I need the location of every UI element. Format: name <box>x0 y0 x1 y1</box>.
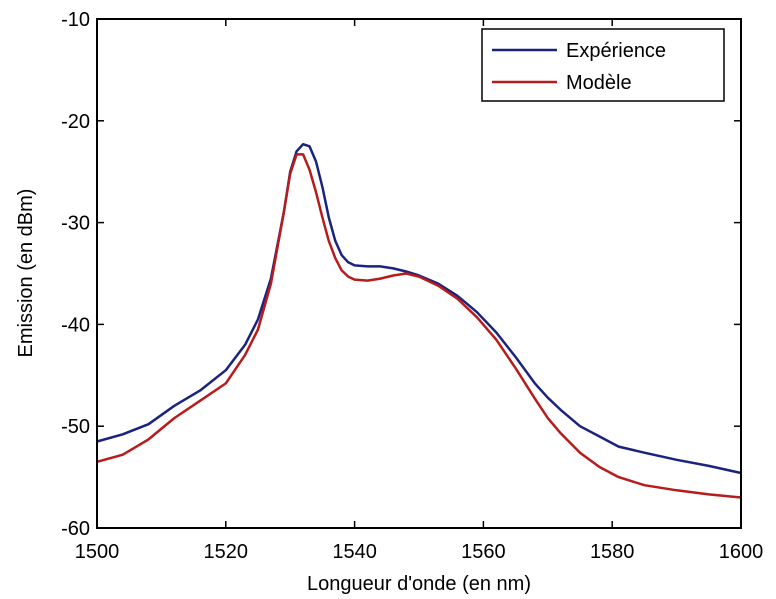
legend: Expérience Modèle <box>481 28 725 102</box>
x-tick-label: 1540 <box>332 541 377 563</box>
y-tick-label: -40 <box>61 314 90 336</box>
legend-label-modele: Modèle <box>566 72 632 94</box>
x-axis-label: Longueur d'onde (en nm) <box>307 573 531 595</box>
legend-box <box>481 28 725 102</box>
x-tick-label: 1600 <box>719 541 764 563</box>
series-line-0 <box>96 142 742 475</box>
y-tick-label: -10 <box>61 9 90 31</box>
y-tick-label: -30 <box>61 213 90 235</box>
y-tick-label: -50 <box>61 416 90 438</box>
legend-label-experience: Expérience <box>566 40 666 62</box>
x-tick-label: 1580 <box>590 541 635 563</box>
series-curves <box>96 142 742 499</box>
y-tick-label: -20 <box>61 111 90 133</box>
plot-background <box>97 19 741 528</box>
series-line-1 <box>96 153 742 499</box>
axis-tick-labels: 1500 1520 1540 1560 1580 1600 -10 -20 -30 -40 -50 -… <box>61 9 763 563</box>
y-tick-label: -60 <box>61 518 90 540</box>
plot-frame <box>96 18 742 529</box>
x-tick-label: 1520 <box>204 541 249 563</box>
x-tick-label: 1560 <box>461 541 506 563</box>
y-axis-label: Emission (en dBm) <box>15 189 37 358</box>
axis-ticks <box>96 18 742 529</box>
x-tick-label: 1500 <box>75 541 120 563</box>
